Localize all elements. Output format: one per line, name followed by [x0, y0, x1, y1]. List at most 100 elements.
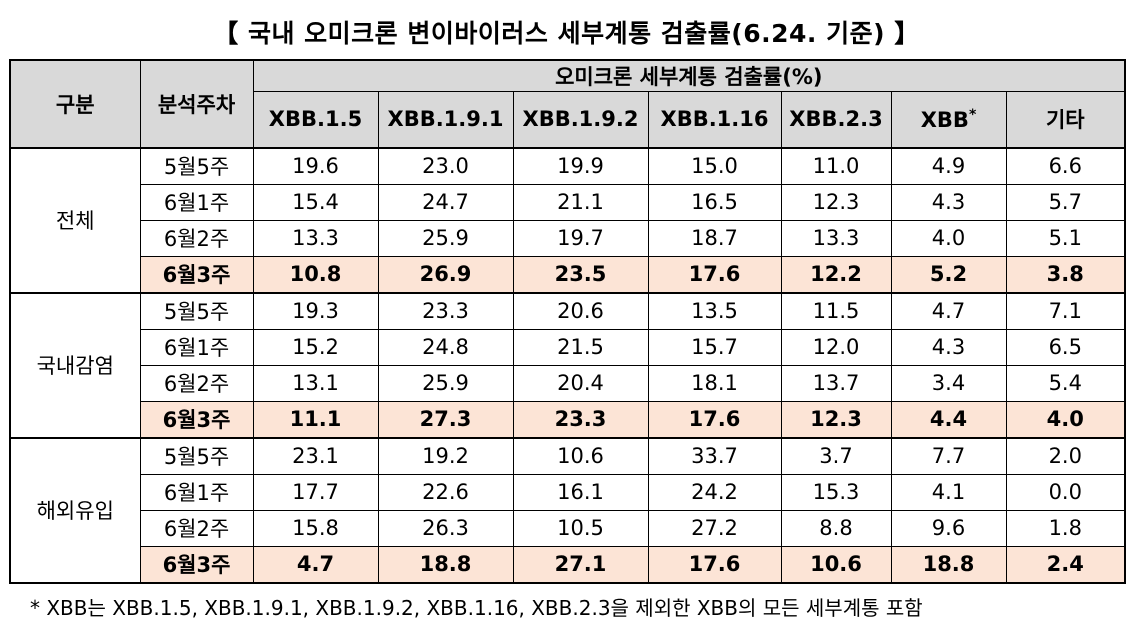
value-cell: 18.8 — [890, 545, 1007, 584]
value-cell: 27.3 — [377, 400, 514, 439]
value-cell: 3.4 — [890, 364, 1007, 402]
value-cell: 13.7 — [780, 364, 892, 402]
column-header-xbb: XBB* — [890, 91, 1007, 148]
value-cell: 9.6 — [890, 509, 1007, 547]
week-cell: 6월2주 — [139, 364, 254, 402]
value-cell: 23.3 — [377, 291, 514, 330]
value-cell: 23.0 — [377, 146, 514, 185]
value-cell: 22.6 — [377, 473, 514, 511]
header-rate: 오미크론 세부계통 검출률(%) — [252, 59, 1126, 92]
column-header: 기타 — [1005, 91, 1126, 148]
table-row: 해외유입 5월5주 23.1 19.2 10.6 33.7 3.7 7.7 2.0 — [9, 436, 1126, 584]
table-row: 6월3주 11.1 27.3 23.3 17.6 12.3 4.4 4.0 — [10, 400, 1126, 439]
value-cell: 12.2 — [780, 255, 892, 294]
week-cell: 5월5주 — [139, 291, 254, 330]
value-cell: 13.3 — [252, 219, 379, 257]
value-cell: 23.1 — [252, 436, 379, 475]
week-cell: 6월3주 — [139, 255, 254, 294]
value-cell: 4.1 — [890, 473, 1007, 511]
page-title: 【 국내 오미크론 변이바이러스 세부계통 검출률(6.24. 기준) 】 — [213, 19, 920, 48]
value-cell: 15.3 — [780, 473, 892, 511]
value-cell: 24.7 — [377, 183, 514, 221]
value-cell: 15.4 — [252, 183, 379, 221]
value-cell: 10.6 — [512, 436, 649, 475]
value-cell: 13.3 — [780, 219, 892, 257]
value-cell: 3.7 — [780, 436, 892, 475]
value-cell: 5.1 — [1005, 219, 1126, 257]
column-header: XBB.1.9.1 — [377, 91, 514, 148]
value-cell: 4.4 — [890, 400, 1007, 439]
value-cell: 19.6 — [252, 146, 379, 185]
value-cell: 24.8 — [377, 328, 514, 366]
value-cell: 7.7 — [890, 436, 1007, 475]
value-cell: 27.2 — [647, 509, 782, 547]
value-cell: 20.4 — [512, 364, 649, 402]
table-row: 6월1주 15.4 24.7 21.1 16.5 12.3 4.3 5.7 — [10, 183, 1126, 221]
table-row: 6월3주 10.8 26.9 23.5 17.6 12.2 5.2 3.8 — [10, 255, 1126, 294]
value-cell: 33.7 — [647, 436, 782, 475]
week-cell: 6월3주 — [139, 545, 254, 584]
value-cell: 19.2 — [377, 436, 514, 475]
table-row: 6월2주 13.3 25.9 19.7 18.7 13.3 4.0 5.1 — [10, 219, 1126, 257]
table-row: 6월1주 17.7 22.6 16.1 24.2 15.3 4.1 0.0 — [10, 473, 1126, 511]
value-cell: 16.5 — [647, 183, 782, 221]
value-cell: 8.8 — [780, 509, 892, 547]
value-cell: 17.6 — [647, 400, 782, 439]
value-cell: 18.7 — [647, 219, 782, 257]
value-cell: 19.7 — [512, 219, 649, 257]
value-cell: 2.4 — [1005, 545, 1126, 584]
column-header: XBB.1.5 — [252, 91, 379, 148]
week-cell: 6월1주 — [139, 473, 254, 511]
column-header-label: XBB — [920, 107, 969, 132]
value-cell: 5.2 — [890, 255, 1007, 294]
value-cell: 17.6 — [647, 255, 782, 294]
value-cell: 5.7 — [1005, 183, 1126, 221]
value-cell: 4.9 — [890, 146, 1007, 185]
value-cell: 4.3 — [890, 328, 1007, 366]
table-row: 전체 5월5주 19.6 23.0 19.9 15.0 11.0 4.9 6.6 — [9, 146, 1126, 294]
week-cell: 5월5주 — [139, 146, 254, 185]
column-header: XBB.1.16 — [647, 91, 782, 148]
value-cell: 4.0 — [890, 219, 1007, 257]
value-cell: 16.1 — [512, 473, 649, 511]
value-cell: 15.2 — [252, 328, 379, 366]
value-cell: 5.4 — [1005, 364, 1126, 402]
header-week: 분석주차 — [139, 59, 254, 148]
value-cell: 18.8 — [377, 545, 514, 584]
value-cell: 0.0 — [1005, 473, 1126, 511]
value-cell: 6.5 — [1005, 328, 1126, 366]
value-cell: 15.8 — [252, 509, 379, 547]
table-row: 6월1주 15.2 24.8 21.5 15.7 12.0 4.3 6.5 — [10, 328, 1126, 366]
footnote: * XBB는 XBB.1.5, XBB.1.9.1, XBB.1.9.2, XB… — [30, 596, 923, 620]
value-cell: 7.1 — [1005, 291, 1126, 330]
column-header: XBB.1.9.2 — [512, 91, 649, 148]
table-body: 전체 5월5주 19.6 23.0 19.9 15.0 11.0 4.9 6.6 6월1주 15.4… — [9, 146, 1126, 584]
value-cell: 4.0 — [1005, 400, 1126, 439]
value-cell: 12.0 — [780, 328, 892, 366]
value-cell: 13.1 — [252, 364, 379, 402]
value-cell: 17.7 — [252, 473, 379, 511]
week-cell: 6월1주 — [139, 183, 254, 221]
value-cell: 11.5 — [780, 291, 892, 330]
table-row: 국내감염 5월5주 19.3 23.3 20.6 13.5 11.5 4.7 7.1 — [9, 291, 1126, 439]
group-label: 국내감염 — [9, 291, 141, 439]
value-cell: 10.8 — [252, 255, 379, 294]
week-cell: 5월5주 — [139, 436, 254, 475]
week-cell: 6월1주 — [139, 328, 254, 366]
week-cell: 6월2주 — [139, 509, 254, 547]
header-category: 구분 — [9, 59, 141, 148]
value-cell: 23.5 — [512, 255, 649, 294]
value-cell: 23.3 — [512, 400, 649, 439]
value-cell: 18.1 — [647, 364, 782, 402]
value-cell: 25.9 — [377, 364, 514, 402]
detection-rate-table: 구분 분석주차 오미크론 세부계통 검출률(%) XBB.1.5 XBB.1.9… — [9, 59, 1127, 584]
value-cell: 15.7 — [647, 328, 782, 366]
week-cell: 6월3주 — [139, 400, 254, 439]
value-cell: 26.3 — [377, 509, 514, 547]
value-cell: 15.0 — [647, 146, 782, 185]
group-label: 해외유입 — [9, 436, 141, 584]
value-cell: 26.9 — [377, 255, 514, 294]
value-cell: 27.1 — [512, 545, 649, 584]
value-cell: 4.3 — [890, 183, 1007, 221]
group-label: 전체 — [9, 146, 141, 294]
